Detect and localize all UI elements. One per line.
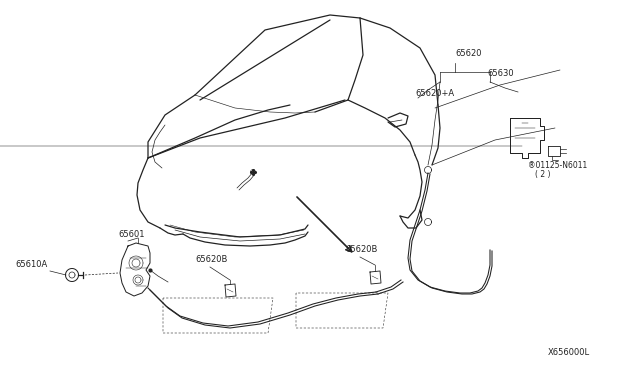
Text: 65610A: 65610A (15, 260, 47, 269)
Text: ®01125-N6011: ®01125-N6011 (528, 161, 588, 170)
Text: ( 2 ): ( 2 ) (535, 170, 550, 179)
Text: 65620B: 65620B (345, 245, 378, 254)
Text: 65601: 65601 (118, 230, 145, 239)
Text: X656000L: X656000L (548, 348, 590, 357)
Text: 65630: 65630 (487, 69, 514, 78)
Text: 65620: 65620 (455, 49, 481, 58)
Text: 65620+A: 65620+A (415, 89, 454, 98)
Text: 65620B: 65620B (195, 255, 227, 264)
